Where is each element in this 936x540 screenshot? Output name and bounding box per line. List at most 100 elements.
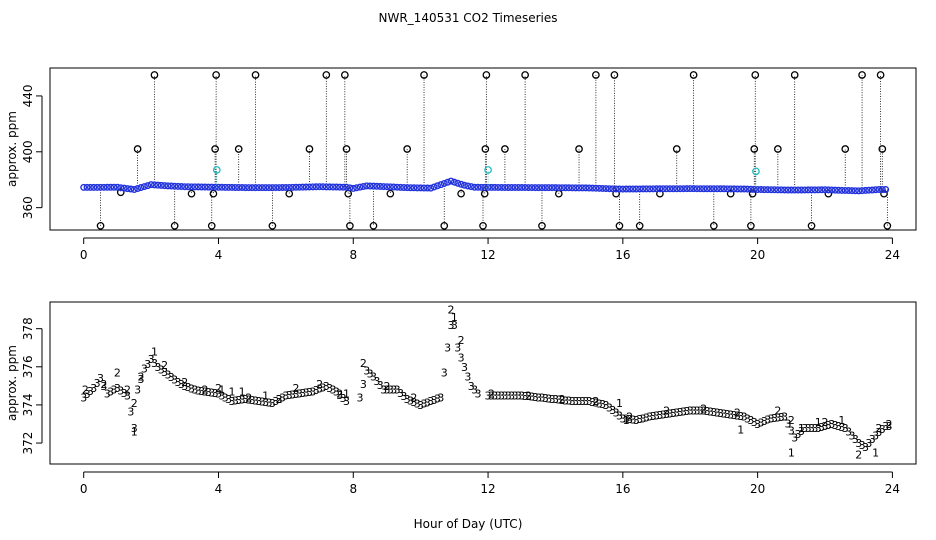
baseline-point xyxy=(177,183,185,191)
series-3-point: 3 xyxy=(845,426,852,439)
series-3-point: 3 xyxy=(164,368,171,381)
baseline-point xyxy=(491,183,499,191)
series-3-point: 3 xyxy=(512,389,519,402)
series-3-point: 3 xyxy=(542,392,549,405)
series-3-point: 3 xyxy=(360,378,367,391)
baseline-point xyxy=(201,183,209,191)
baseline-point xyxy=(457,180,465,188)
series-3-point: 3 xyxy=(148,353,155,366)
series-2-point: 2 xyxy=(855,448,862,461)
baseline-point xyxy=(612,185,620,193)
baseline-point xyxy=(467,183,475,191)
series-3-point: 3 xyxy=(822,420,829,433)
baseline-point xyxy=(636,185,644,193)
series-3-point: 3 xyxy=(491,389,498,402)
series-3-point: 3 xyxy=(734,409,741,422)
series-3-point: 3 xyxy=(107,386,114,399)
baseline-point xyxy=(262,184,270,192)
series-3-point: 3 xyxy=(188,382,195,395)
series-3-point: 3 xyxy=(848,429,855,442)
baseline-point xyxy=(787,186,795,194)
spike-point xyxy=(457,189,465,198)
baseline-point xyxy=(727,185,735,193)
series-3-point: 3 xyxy=(306,386,313,399)
series-3-point: 3 xyxy=(525,390,532,403)
series-3-point: 3 xyxy=(367,367,374,380)
baseline-point xyxy=(407,184,415,192)
series-3-point: 3 xyxy=(158,363,165,376)
baseline-point xyxy=(413,184,421,192)
series-1-point: 1 xyxy=(228,386,235,399)
series-3-point: 3 xyxy=(518,389,525,402)
baseline-point xyxy=(181,183,189,191)
spike-point xyxy=(521,71,529,79)
bottom-plot-frame xyxy=(49,301,917,465)
series-2-point: 2 xyxy=(488,387,495,400)
series-3-point: 3 xyxy=(471,384,478,397)
spike-point xyxy=(96,221,105,230)
baseline-point xyxy=(551,184,559,192)
baseline-point xyxy=(868,186,876,194)
series-3-point: 3 xyxy=(390,384,397,397)
series-3-point: 3 xyxy=(154,361,161,374)
series-3-point: 3 xyxy=(296,387,303,400)
series-2-point: 2 xyxy=(734,407,741,420)
series-3-point: 3 xyxy=(619,412,626,425)
series-3-point: 3 xyxy=(340,392,347,405)
spike-point xyxy=(876,71,885,79)
series-3-point: 3 xyxy=(437,391,444,404)
top-plot-panel: approx. ppm 0 4 8 12 16 20 24 360 400 440 xyxy=(5,67,917,262)
series-3-point: 3 xyxy=(774,411,781,424)
series-3-point: 3 xyxy=(94,377,101,390)
series-3-point: 3 xyxy=(741,410,748,423)
x-tick-label: 4 xyxy=(215,482,223,496)
baseline-point xyxy=(834,186,842,194)
spike-point xyxy=(133,145,142,153)
top-highlight-layer xyxy=(212,166,760,190)
series-2-point: 2 xyxy=(336,387,343,400)
series-2-point: 2 xyxy=(626,410,633,423)
baseline-point xyxy=(86,183,94,191)
baseline-point xyxy=(332,183,340,191)
baseline-point xyxy=(346,184,354,192)
series-3-point: 3 xyxy=(394,384,401,397)
top-y-axis-label: approx. ppm xyxy=(5,111,19,187)
baseline-point xyxy=(93,183,101,191)
series-3-point: 3 xyxy=(309,386,316,399)
baseline-point xyxy=(396,183,404,191)
baseline-point xyxy=(366,182,374,190)
series-3-point: 3 xyxy=(134,384,141,397)
baseline-point xyxy=(369,182,377,190)
series-3-point: 3 xyxy=(131,422,138,435)
baseline-point xyxy=(669,185,677,193)
series-3-point: 3 xyxy=(832,419,839,432)
baseline-point xyxy=(221,183,229,191)
bottom-point-layer: 3333333333333333333333333333333333333333… xyxy=(80,304,892,462)
spike-point xyxy=(305,145,314,153)
series-3-point: 3 xyxy=(515,389,522,402)
spike-point xyxy=(635,221,644,230)
series-3-point: 3 xyxy=(596,397,603,410)
highlight-point xyxy=(484,166,492,174)
series-3-point: 3 xyxy=(212,387,219,400)
series-3-point: 3 xyxy=(576,395,583,408)
series-2-point: 2 xyxy=(245,391,252,404)
series-3-point: 3 xyxy=(811,422,818,435)
spike-point xyxy=(709,221,718,230)
baseline-point xyxy=(161,182,169,190)
baseline-point xyxy=(137,184,145,192)
baseline-point xyxy=(878,185,886,193)
series-3-point: 3 xyxy=(838,421,845,434)
series-3-point: 3 xyxy=(151,357,158,370)
series-3-point: 3 xyxy=(855,437,862,450)
series-3-point: 3 xyxy=(400,390,407,403)
baseline-point xyxy=(851,187,859,195)
series-3-point: 3 xyxy=(532,391,539,404)
spike-point xyxy=(346,221,354,230)
baseline-point xyxy=(471,183,479,191)
baseline-point xyxy=(518,184,526,192)
baseline-point xyxy=(393,183,401,191)
series-2-point: 2 xyxy=(525,389,532,402)
series-3-point: 3 xyxy=(589,396,596,409)
